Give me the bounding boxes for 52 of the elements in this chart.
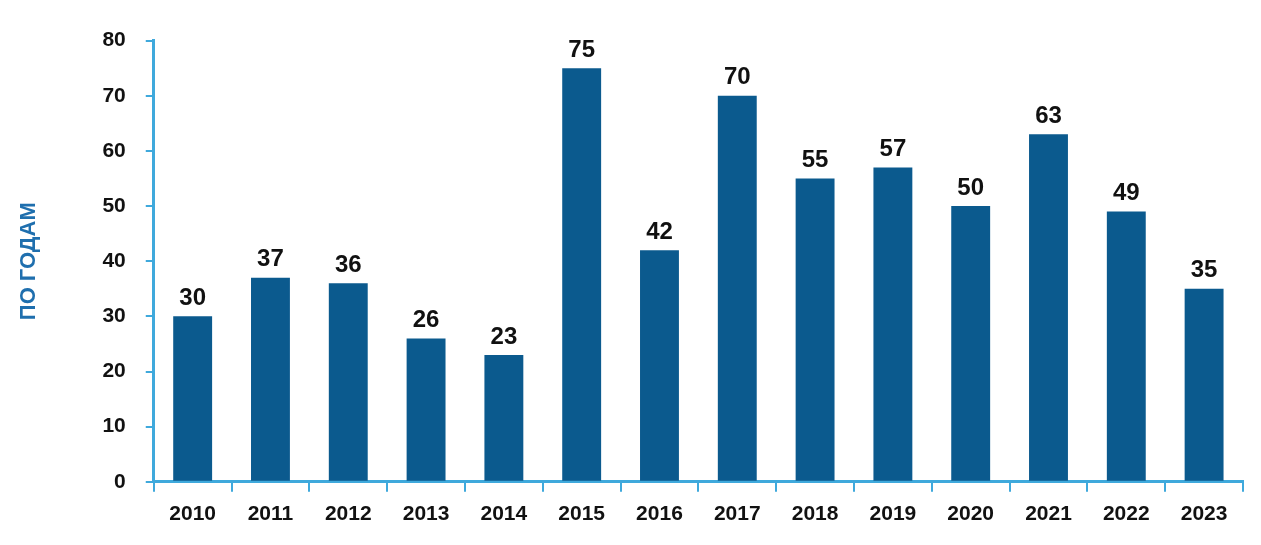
- x-tick-label: 2022: [1102, 501, 1150, 525]
- x-tick-label: 2019: [869, 501, 917, 525]
- data-label: 57: [879, 134, 907, 162]
- y-axis-title: ПО ГОДАМ: [15, 202, 41, 321]
- x-tick-label: 2018: [791, 501, 839, 525]
- x-tick-label: 2015: [558, 501, 606, 525]
- x-tick-label: 2012: [324, 501, 372, 525]
- x-tick-label: 2016: [636, 501, 683, 525]
- x-tick-label: 2013: [402, 501, 450, 525]
- bar: [328, 283, 368, 481]
- bar: [951, 206, 991, 481]
- x-tick-label: 2014: [480, 501, 528, 525]
- y-tick-label: 80: [102, 27, 126, 51]
- x-tick-label: 2017: [713, 501, 761, 525]
- bar: [562, 68, 602, 481]
- bar: [640, 250, 679, 481]
- y-tick-label: 30: [102, 303, 126, 327]
- data-label: 42: [646, 216, 673, 244]
- y-tick-label: 60: [102, 137, 126, 161]
- x-tick-label: 2020: [947, 501, 995, 525]
- bar: [873, 167, 913, 481]
- bar: [406, 338, 446, 481]
- x-tick-label: 2021: [1025, 501, 1073, 525]
- y-tick-label: 10: [102, 413, 126, 437]
- bar: [795, 178, 835, 481]
- y-tick-label: 0: [114, 468, 126, 492]
- data-label: 23: [490, 321, 518, 349]
- y-tick-label: 70: [102, 82, 126, 106]
- x-tick-label: 2010: [169, 501, 217, 525]
- y-tick-label: 20: [102, 358, 126, 382]
- data-label: 35: [1190, 255, 1218, 283]
- data-label: 55: [801, 145, 829, 173]
- bar: [173, 316, 213, 481]
- bar: [1106, 211, 1146, 481]
- data-label: 26: [412, 305, 440, 333]
- bar: [1184, 288, 1224, 481]
- data-label: 30: [179, 282, 207, 310]
- x-tick-label: 2011: [247, 501, 294, 525]
- y-tick-label: 40: [102, 248, 126, 271]
- bar: [1029, 134, 1068, 481]
- data-label: 49: [1112, 178, 1140, 206]
- bar: [251, 277, 290, 481]
- data-label: 75: [568, 34, 596, 62]
- data-label: 50: [957, 172, 985, 200]
- bar: [717, 95, 757, 481]
- data-label: 36: [334, 249, 362, 277]
- x-tick-label: 2023: [1180, 501, 1228, 525]
- data-label: 37: [257, 244, 284, 272]
- bar: [484, 354, 524, 481]
- data-label: 70: [723, 62, 751, 90]
- y-tick-label: 50: [102, 192, 126, 216]
- data-label: 63: [1035, 100, 1062, 128]
